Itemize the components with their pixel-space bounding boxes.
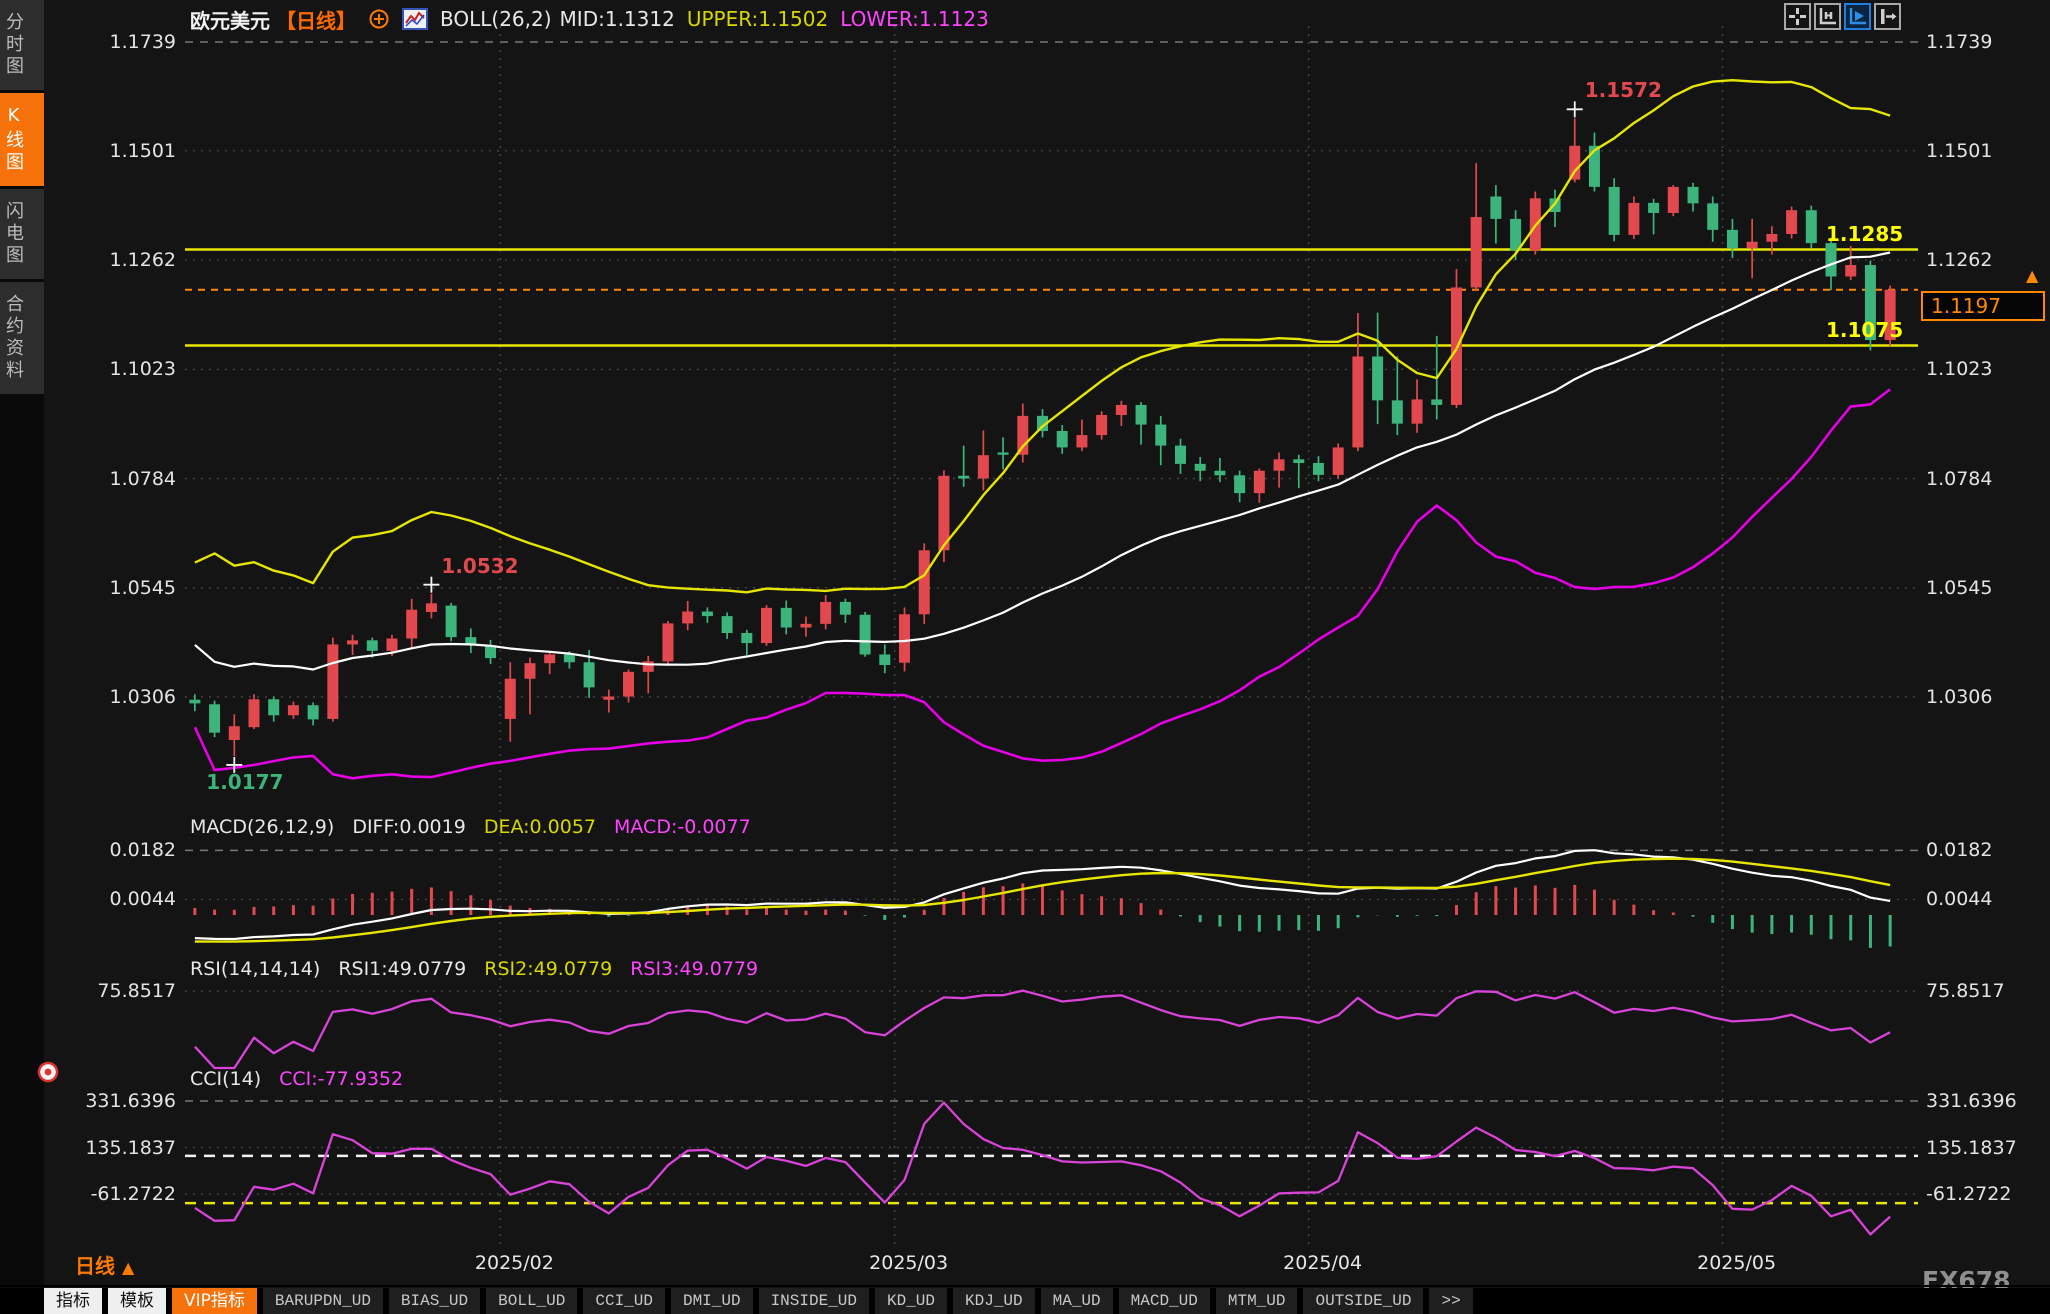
axis-shift-icon[interactable] — [1874, 3, 1901, 30]
period-selector[interactable]: 日线 ▲ — [75, 1254, 135, 1278]
toolbar-separator — [0, 1285, 2050, 1287]
left-sidebar: 分时图 K线图 闪电图 合约资料 — [0, 0, 44, 1314]
axis-zoom-icon[interactable] — [1814, 3, 1841, 30]
current-price-box: 1.1197 — [1921, 291, 2045, 321]
price-marker-label: 1.0532 — [441, 553, 519, 578]
y-axis-tick: 1.1023 — [1926, 358, 1993, 381]
y-axis-tick: -61.2722 — [1926, 1183, 2012, 1205]
y-axis-tick: 1.1739 — [1926, 31, 1993, 53]
y-axis-tick: 75.8517 — [1926, 980, 2005, 1002]
boll-lower-value: LOWER:1.1123 — [840, 7, 989, 31]
y-axis-tick: 0.0182 — [1926, 839, 1993, 862]
bottom-tab-kd_ud[interactable]: KD_UD — [875, 1288, 948, 1314]
bottom-tab-outside_ud[interactable]: OUTSIDE_UD — [1303, 1288, 1424, 1314]
y-axis-tick: 75.8517 — [97, 980, 176, 1002]
y-axis-tick: 1.1501 — [109, 139, 176, 162]
chart-toolbar — [1784, 3, 1901, 30]
y-axis-tick: 1.0306 — [1926, 685, 1993, 708]
y-axis-tick: 1.0784 — [1926, 467, 1993, 490]
y-axis-tick: 1.1023 — [109, 358, 176, 381]
y-axis-tick: 1.1739 — [109, 31, 176, 53]
price-marker-label: 1.0177 — [206, 769, 284, 794]
price-marker-label: 1.1572 — [1584, 78, 1662, 103]
bottom-bar-spacer — [0, 1288, 44, 1314]
sidebar-item-contract-info[interactable]: 合约资料 — [0, 282, 44, 397]
month-label: 2025/05 — [1697, 1252, 1777, 1274]
y-axis-tick: 0.0044 — [109, 888, 176, 911]
sidebar-item-kline-chart[interactable]: K线图 — [0, 93, 44, 189]
bottom-tab-ma_ud[interactable]: MA_UD — [1040, 1288, 1113, 1314]
bottom-tab-cci_ud[interactable]: CCI_UD — [583, 1288, 665, 1314]
y-axis-tick: 1.0784 — [109, 467, 176, 490]
boll-param-label: BOLL(26,2) — [440, 7, 552, 31]
target-icon[interactable] — [36, 1060, 60, 1088]
bottom-tab-dmi_ud[interactable]: DMI_UD — [670, 1288, 753, 1314]
bottom-tab-[interactable]: 模板 — [108, 1288, 166, 1314]
sidebar-item-time-chart[interactable]: 分时图 — [0, 0, 44, 93]
bottom-tab-kdj_ud[interactable]: KDJ_UD — [953, 1288, 1035, 1314]
bottom-tab-vip[interactable]: VIP指标 — [172, 1288, 257, 1314]
plus-circle-icon[interactable] — [368, 8, 390, 30]
axis-play-icon[interactable] — [1844, 3, 1871, 30]
bottom-tab-bar: 指标 模板 VIP指标 BARUPDN_UD BIAS_UD BOLL_UD CCI_UD D… — [0, 1288, 2050, 1314]
month-label: 2025/02 — [474, 1252, 554, 1274]
bottom-tab-inside_ud[interactable]: INSIDE_UD — [758, 1288, 869, 1314]
y-axis-tick: 1.1262 — [109, 249, 176, 272]
y-axis-tick: -61.2722 — [90, 1183, 176, 1205]
bottom-tab-bias_ud[interactable]: BIAS_UD — [388, 1288, 481, 1314]
y-axis-tick: 1.1262 — [1926, 249, 1993, 272]
support-price-label: 1.1075 — [1826, 318, 1904, 342]
bottom-tab-boll_ud[interactable]: BOLL_UD — [486, 1288, 578, 1314]
y-axis-tick: 331.6396 — [85, 1090, 176, 1112]
y-axis-tick: 135.1837 — [1926, 1136, 2017, 1159]
month-label: 2025/04 — [1283, 1252, 1363, 1274]
resistance-price-label: 1.1285 — [1826, 222, 1904, 246]
sidebar-item-flash-chart[interactable]: 闪电图 — [0, 189, 44, 282]
symbol-name: 欧元美元 — [190, 8, 270, 33]
y-axis-tick: 135.1837 — [85, 1136, 176, 1159]
y-axis-tick: 0.0044 — [1926, 888, 1993, 911]
bottom-tab-barupdn_ud[interactable]: BARUPDN_UD — [262, 1288, 383, 1314]
chart-header: 欧元美元 【日线】 BOLL(26,2) MID:1.1312 UPPER:1.… — [190, 6, 989, 33]
bottom-tab-mtm_ud[interactable]: MTM_UD — [1215, 1288, 1298, 1314]
y-axis-tick: 331.6396 — [1926, 1090, 2017, 1112]
mini-chart-icon[interactable] — [402, 8, 428, 30]
bottom-tab-macd_ud[interactable]: MACD_UD — [1118, 1288, 1210, 1314]
bottom-tab-[interactable]: 指标 — [44, 1288, 102, 1314]
boll-upper-value: UPPER:1.1502 — [686, 7, 829, 31]
chevron-up-icon: ▲ — [121, 1258, 135, 1277]
y-axis-tick: 1.1501 — [1926, 139, 1993, 162]
y-axis-tick: 1.0545 — [1926, 576, 1993, 599]
pan-icon[interactable] — [1784, 3, 1811, 30]
bottom-tab->>[interactable]: >> — [1429, 1288, 1473, 1314]
boll-mid-value: MID:1.1312 — [559, 7, 675, 31]
month-label: 2025/03 — [869, 1252, 949, 1274]
period-tag: 【日线】 — [276, 8, 356, 33]
y-axis-tick: 1.0306 — [109, 685, 176, 708]
y-axis-tick: 0.0182 — [109, 839, 176, 862]
price-up-arrow-icon: ▲ — [2026, 266, 2039, 285]
y-axis-tick: 1.0545 — [109, 576, 176, 599]
